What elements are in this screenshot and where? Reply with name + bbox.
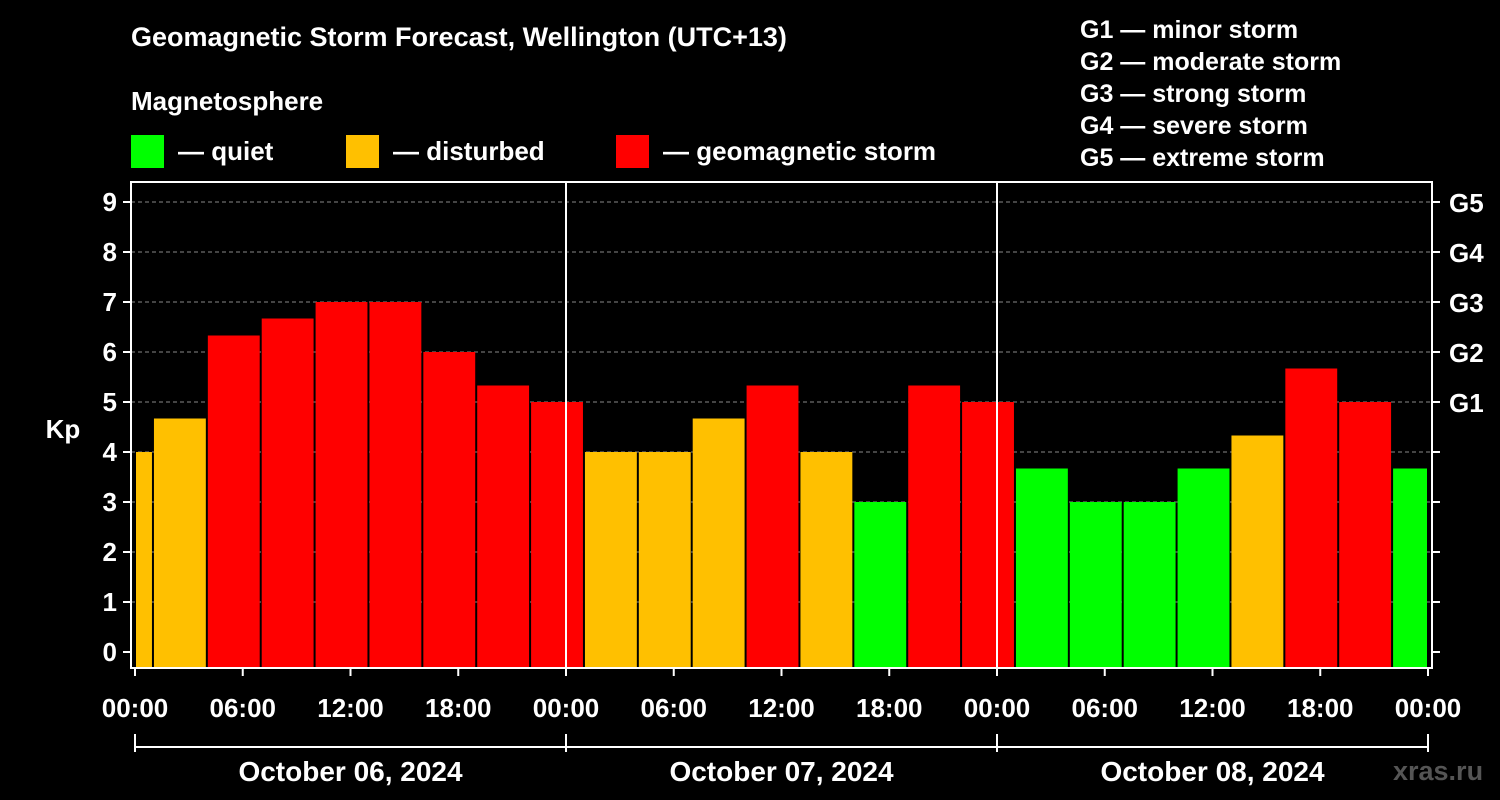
kp-bar-0	[136, 452, 152, 668]
storm-scale-g1: G1 — minor storm	[1080, 16, 1299, 44]
kp-bar-11	[692, 418, 745, 668]
y-tick-label-5: 5	[103, 387, 117, 417]
kp-bar-16	[962, 402, 1014, 668]
x-tick-label-12: 00:00	[1395, 693, 1462, 723]
x-tick-label-8: 00:00	[964, 693, 1031, 723]
x-tick-label-11: 18:00	[1287, 693, 1354, 723]
storm-scale-g5: G5 — extreme storm	[1080, 144, 1325, 172]
day-label-1: October 07, 2024	[669, 756, 894, 787]
kp-bar-23	[1339, 402, 1392, 668]
right-axis-label-g4: G4	[1449, 238, 1484, 268]
legend-item-quiet: — quiet	[131, 134, 273, 168]
storm-scale-g3: G3 — strong storm	[1080, 80, 1307, 108]
right-axis-label-g1: G1	[1449, 388, 1484, 418]
kp-bar-21	[1231, 435, 1284, 668]
x-tick-label-9: 06:00	[1072, 693, 1139, 723]
y-tick-label-6: 6	[103, 337, 117, 367]
kp-bar-24	[1393, 468, 1427, 668]
kp-bar-10	[638, 452, 691, 668]
kp-bar-14	[854, 502, 907, 668]
kp-bar-7	[477, 385, 530, 668]
x-tick-label-1: 06:00	[210, 693, 277, 723]
kp-bar-20	[1177, 468, 1230, 668]
storm-scale-g2: G2 — moderate storm	[1080, 48, 1342, 76]
kp-bar-5	[369, 302, 422, 668]
kp-bar-9	[584, 452, 637, 668]
legend-label-storm: — geomagnetic storm	[663, 135, 937, 166]
x-tick-label-6: 12:00	[748, 693, 815, 723]
kp-bar-4	[315, 302, 368, 668]
legend-label-quiet: — quiet	[178, 135, 274, 166]
right-axis-label-g5: G5	[1449, 188, 1484, 218]
kp-bar-6	[423, 352, 476, 668]
disturbed-swatch	[346, 134, 379, 168]
watermark: xras.ru	[1393, 756, 1484, 786]
y-tick-label-0: 0	[103, 637, 117, 667]
storm-swatch	[616, 134, 649, 168]
kp-bar-8	[531, 402, 583, 668]
legend-item-storm: — geomagnetic storm	[616, 134, 936, 168]
right-axis-label-g3: G3	[1449, 288, 1484, 318]
x-tick-label-0: 00:00	[102, 693, 169, 723]
kp-bar-17	[1015, 468, 1068, 668]
legend-item-disturbed: — disturbed	[346, 134, 545, 168]
y-tick-label-8: 8	[103, 237, 117, 267]
kp-bar-19	[1123, 502, 1176, 668]
y-tick-label-7: 7	[103, 287, 117, 317]
y-tick-label-9: 9	[103, 187, 117, 217]
x-tick-label-7: 18:00	[856, 693, 923, 723]
x-tick-label-2: 12:00	[317, 693, 384, 723]
day-label-0: October 06, 2024	[238, 756, 463, 787]
kp-bar-1	[153, 418, 206, 668]
storm-scale-g4: G4 — severe storm	[1080, 112, 1308, 140]
y-tick-label-2: 2	[103, 537, 117, 567]
y-tick-label-1: 1	[103, 587, 117, 617]
storm-scale-legend: G1 — minor storm G2 — moderate storm G3 …	[1080, 14, 1341, 174]
kp-bar-18	[1069, 502, 1122, 668]
y-tick-label-3: 3	[103, 487, 117, 517]
kp-bar-15	[908, 385, 961, 668]
quiet-swatch	[131, 134, 164, 168]
legend-heading: Magnetosphere	[131, 86, 324, 116]
x-tick-label-4: 00:00	[533, 693, 600, 723]
x-tick-label-5: 06:00	[641, 693, 708, 723]
y-axis-label: Kp	[46, 414, 81, 444]
right-axis-label-g2: G2	[1449, 338, 1484, 368]
kp-bar-13	[800, 452, 853, 668]
kp-bar-2	[207, 335, 260, 668]
y-tick-label-4: 4	[103, 437, 118, 467]
page-title: Geomagnetic Storm Forecast, Wellington (…	[131, 22, 787, 52]
legend-label-disturbed: — disturbed	[393, 135, 545, 166]
kp-bar-3	[261, 318, 314, 668]
kp-bar-22	[1285, 368, 1338, 668]
kp-bar-12	[746, 385, 799, 668]
x-tick-label-10: 12:00	[1179, 693, 1246, 723]
x-tick-label-3: 18:00	[425, 693, 492, 723]
day-label-2: October 08, 2024	[1100, 756, 1325, 787]
